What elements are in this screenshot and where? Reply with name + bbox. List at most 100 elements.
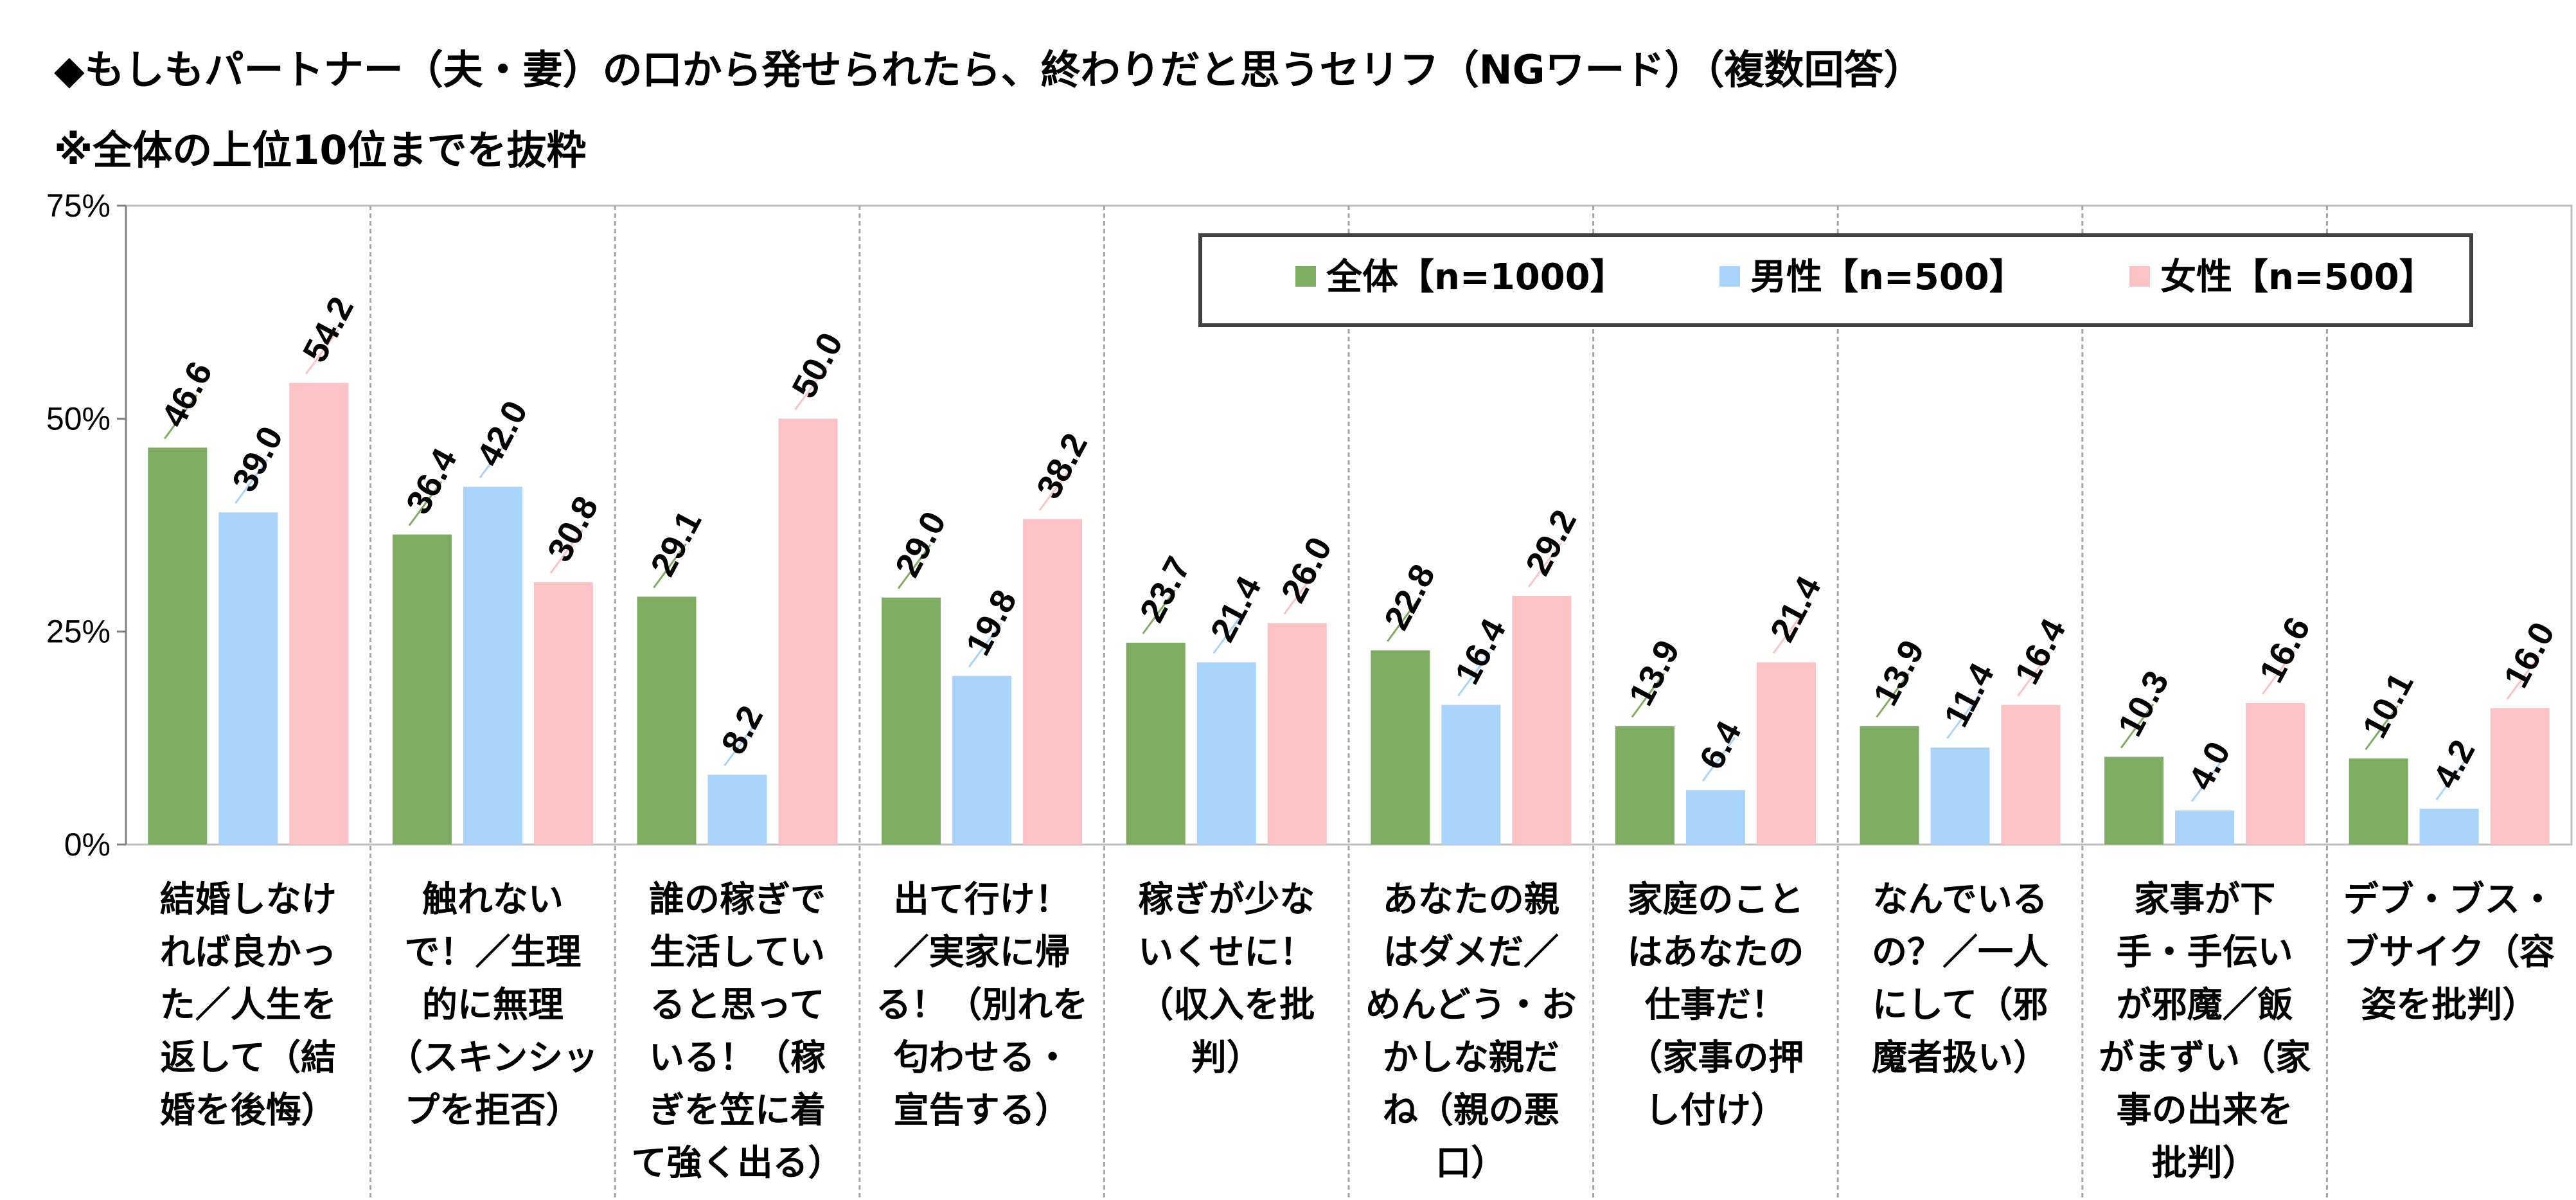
category-label: 稼ぎが少な [1138,879,1315,920]
legend-box [1198,233,2473,327]
data-label: 36.4 [399,442,465,520]
category-label: 家事が下 [2134,879,2275,920]
data-label: 10.3 [2111,665,2176,742]
data-label: 26.0 [1274,531,1339,609]
legend: 全体【n=1000】 男性【n=500】 女性【n=500】 [1198,233,2473,327]
label-leader [408,481,443,526]
category-label: （家事の押 [1627,1037,1804,1078]
category-label: めんどう・お [1365,984,1576,1025]
data-label: 29.2 [1518,504,1584,582]
label-leader [968,622,1002,668]
category-label: る！（別れを [876,984,1088,1025]
category-label: いる！（稼 [649,1037,826,1078]
category-label: て強く出る） [631,1142,843,1183]
bar-3-9 [2246,703,2305,845]
category-label: し付け） [1645,1089,1786,1131]
category-label: ブサイク（容 [2343,931,2555,972]
category-label: 的に無理 [422,984,564,1025]
label-leader [2435,755,2469,801]
data-label: 42.0 [470,395,535,472]
bar-3-3 [778,418,838,845]
bar-2-4 [952,676,1012,845]
label-leader [1876,672,1910,718]
bar-3-6 [1512,596,1572,845]
category-label: 仕事だ！ [1645,984,1786,1025]
data-label: 16.4 [2007,613,2073,690]
bar-1-1 [148,447,208,845]
bar-3-1 [289,382,349,845]
data-label: 38.2 [1029,427,1095,505]
category-label: れば良かっ [160,931,337,972]
category-label: が邪魔／飯 [2117,984,2293,1025]
category-label: にして（邪 [1872,984,2048,1025]
label-leader [1212,609,1247,654]
bar-2-6 [1441,704,1501,845]
category-label: た／人生を [160,984,337,1025]
bar-1-7 [1615,726,1674,845]
category-label: 家庭のこと [1627,879,1804,920]
category-label: プを拒否） [404,1089,581,1131]
legend-label-2: 男性【n=500】 [1750,256,2025,298]
data-label: 23.7 [1132,551,1198,629]
bar-2-1 [218,512,278,845]
bar-3-5 [1267,623,1327,845]
category-label: 生活してい [650,931,825,972]
label-leader [2120,703,2154,749]
legend-swatch-3 [2129,266,2150,287]
category-label: 匂わせる・ [893,1037,1070,1078]
category-label: 事の出来を [2117,1089,2293,1131]
label-leader [1946,694,1980,739]
legend-swatch-2 [1719,266,1740,287]
label-leader [724,721,758,767]
category-label: あなたの親 [1383,879,1559,920]
category-label: 批判） [2152,1142,2258,1183]
data-label: 50.0 [785,327,850,404]
data-label: 16.6 [2252,611,2318,689]
bar-1-8 [1860,726,1919,845]
data-label: 10.1 [2355,667,2421,744]
data-label: 8.2 [714,699,770,760]
label-leader [1631,672,1666,718]
label-leader [235,459,269,505]
category-label: 触れない [422,879,564,920]
label-leader [1387,596,1421,642]
bar-2-2 [463,487,522,845]
bar-1-9 [2104,757,2164,845]
category-label: 口） [1435,1142,1506,1183]
data-label: 6.4 [1692,715,1749,775]
data-label: 30.8 [540,490,606,568]
category-label: （収入を批 [1138,984,1315,1025]
category-label: （スキンシッ [387,1037,598,1078]
label-leader [164,394,198,440]
bar-1-3 [637,596,697,845]
category-label: はあなたの [1627,931,1804,972]
label-leader [1038,465,1073,511]
label-leader [1772,609,1807,654]
legend-label-1: 全体【n=1000】 [1326,256,1626,298]
category-label: ると思って [650,984,824,1025]
bar-3-10 [2490,708,2550,845]
label-leader [2261,650,2296,695]
bar-3-7 [1756,662,1816,845]
bar-2-8 [1930,747,1990,845]
data-label: 21.4 [1763,570,1829,648]
data-label: 21.4 [1203,570,1268,648]
label-leader [653,543,687,589]
category-label: なんでいる [1872,879,2047,920]
label-leader [1528,542,1562,587]
category-label: 誰の稼ぎで [649,879,826,920]
label-leader [2365,705,2399,751]
category-label: 宣告する） [894,1089,1070,1131]
label-leader [794,365,828,411]
data-label: 29.1 [643,505,709,582]
label-leader [1701,737,1736,782]
label-leader [1457,651,1491,697]
category-label: の？／一人 [1872,931,2048,972]
data-label: 22.8 [1377,558,1443,636]
data-label: 16.4 [1448,613,1513,690]
category-label: 判） [1191,1037,1262,1078]
bar-1-4 [882,597,941,845]
category-label: いくせに！ [1138,931,1315,972]
bar-2-3 [707,775,767,845]
